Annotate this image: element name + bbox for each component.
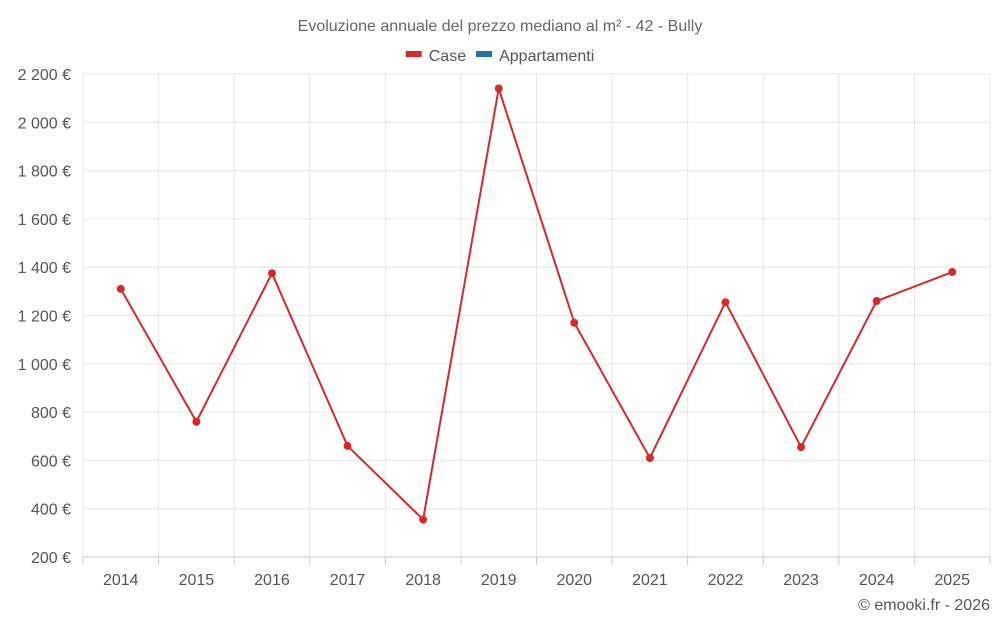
y-tick-label: 200 € (31, 550, 71, 567)
credit-text: © emooki.fr - 2026 (858, 597, 990, 614)
grid (82, 73, 991, 558)
data-point[interactable] (721, 298, 730, 307)
data-point[interactable] (645, 453, 654, 462)
data-point[interactable] (419, 515, 428, 524)
y-tick-label: 600 € (31, 453, 71, 470)
y-tick-label: 1 200 € (18, 309, 71, 326)
data-point[interactable] (267, 269, 276, 278)
y-tick-label: 800 € (31, 405, 71, 422)
y-tick-label: 1 600 € (18, 212, 71, 229)
data-point[interactable] (494, 84, 503, 93)
y-tick-label: 400 € (31, 502, 71, 519)
legend-label[interactable]: Appartamenti (499, 48, 594, 65)
x-tick-label: 2015 (179, 572, 215, 589)
data-point[interactable] (948, 268, 957, 277)
y-tick-label: 2 200 € (18, 67, 71, 84)
y-tick-label: 1 000 € (18, 357, 71, 374)
data-point[interactable] (797, 443, 806, 452)
x-tick-label: 2018 (405, 572, 441, 589)
data-point[interactable] (570, 318, 579, 327)
x-tick-label: 2022 (708, 572, 744, 589)
x-tick-label: 2023 (783, 572, 819, 589)
y-tick-label: 2 000 € (18, 115, 71, 132)
data-point[interactable] (192, 417, 201, 426)
data-point[interactable] (343, 441, 352, 450)
series-group (116, 84, 957, 524)
x-tick-label: 2014 (103, 572, 139, 589)
chart-title: Evoluzione annuale del prezzo mediano al… (298, 18, 703, 35)
x-tick-label: 2021 (632, 572, 668, 589)
data-point[interactable] (872, 297, 881, 306)
series-line (119, 88, 953, 522)
x-tick-label: 2024 (859, 572, 895, 589)
y-axis: 200 € 400 € 600 € 800 € 1 000 € 1 200 € 1 400 … (18, 67, 71, 567)
legend-swatch (405, 51, 422, 57)
x-axis: 2014 2015 2016 2017 2018 2019 2020 2021 2022 2023… (82, 556, 991, 589)
x-tick-label: 2025 (934, 572, 970, 589)
legend: Case Appartamenti (405, 48, 594, 65)
legend-swatch (476, 51, 493, 57)
legend-label[interactable]: Case (429, 48, 466, 65)
x-tick-label: 2016 (254, 572, 290, 589)
data-point[interactable] (116, 284, 125, 293)
x-tick-label: 2020 (556, 572, 592, 589)
x-tick-label: 2017 (330, 572, 366, 589)
x-tick-label: 2019 (481, 572, 517, 589)
y-tick-label: 1 800 € (18, 164, 71, 181)
y-tick-label: 1 400 € (18, 260, 71, 277)
